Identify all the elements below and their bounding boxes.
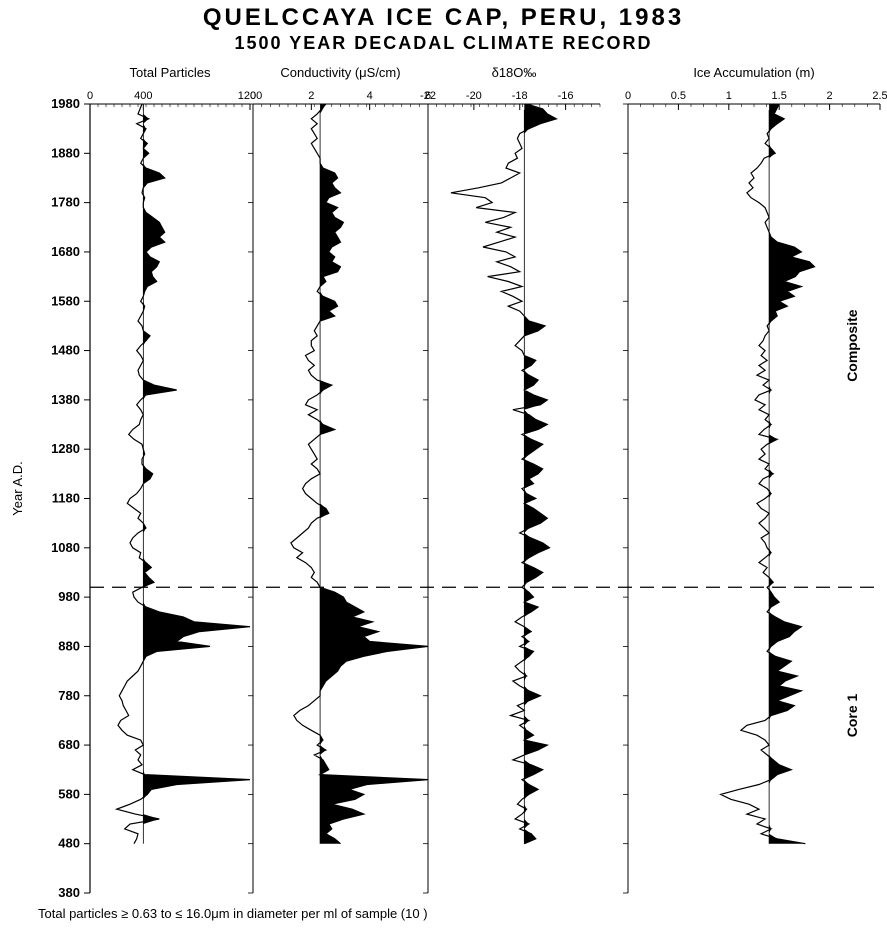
panel-1-positive-fill — [143, 104, 250, 844]
panel-4-positive-fill — [769, 104, 815, 844]
panel-4-tick-label-1: 1 — [726, 90, 732, 102]
panel-3-tick-label--16: -16 — [558, 90, 574, 102]
year-tick-label-1980: 1980 — [51, 96, 80, 111]
panel-2-tick-label-4: 4 — [367, 90, 373, 102]
panel-3-positive-fill — [524, 104, 557, 844]
panel-4-tick-label-0.5: 0.5 — [671, 90, 686, 102]
panel-3-tick-label--20: -20 — [466, 90, 482, 102]
footnote: Total particles ≥ 0.63 to ≤ 16.0μm in di… — [38, 906, 428, 921]
panel-4-tick-label-1.5: 1.5 — [772, 90, 787, 102]
section-label-core-1: Core 1 — [844, 693, 860, 737]
panel-1-tick-label-0: 0 — [87, 90, 93, 102]
year-tick-label-1880: 1880 — [51, 145, 80, 160]
year-tick-label-680: 680 — [58, 737, 80, 752]
panel-1-title: Total Particles — [130, 65, 211, 80]
panel-3-tick-label--22: -22 — [420, 90, 436, 102]
panel-3-tick-label--18: -18 — [512, 90, 528, 102]
section-label-composite: Composite — [844, 309, 860, 382]
year-tick-label-380: 380 — [58, 885, 80, 900]
panel-2-tick-label-6: 6 — [425, 90, 431, 102]
panel-4-tick-label-2: 2 — [827, 90, 833, 102]
year-tick-label-1380: 1380 — [51, 392, 80, 407]
panel-2-title: Conductivity (μS/cm) — [280, 65, 400, 80]
year-tick-label-1780: 1780 — [51, 195, 80, 210]
year-tick-label-980: 980 — [58, 589, 80, 604]
year-tick-label-880: 880 — [58, 638, 80, 653]
chart-subtitle: 1500 YEAR DECADAL CLIMATE RECORD — [234, 33, 653, 53]
panel-4-title: Ice Accumulation (m) — [693, 65, 814, 80]
panel-3-series-line — [450, 103, 558, 845]
year-tick-label-1580: 1580 — [51, 293, 80, 308]
year-axis-label: Year A.D. — [10, 461, 25, 515]
panel-4-series-line — [719, 103, 816, 845]
year-tick-label-580: 580 — [58, 786, 80, 801]
panel-2-series-line — [290, 103, 429, 845]
year-tick-label-1480: 1480 — [51, 343, 80, 358]
panel-4-tick-label-2.5: 2.5 — [872, 90, 887, 102]
panel-1-tick-label-1200: 1200 — [238, 90, 262, 102]
year-tick-label-780: 780 — [58, 688, 80, 703]
year-tick-label-1180: 1180 — [52, 491, 80, 506]
panel-2-positive-fill — [320, 104, 428, 844]
year-tick-label-1080: 1080 — [51, 540, 80, 555]
panel-2-tick-label-0: 0 — [250, 90, 256, 102]
year-tick-label-480: 480 — [58, 836, 80, 851]
panel-2-tick-label-2: 2 — [308, 90, 314, 102]
panel-1-tick-label-400: 400 — [134, 90, 152, 102]
chart-title: QUELCCAYA ICE CAP, PERU, 1983 — [202, 4, 685, 31]
panel-4-tick-label-0: 0 — [625, 90, 631, 102]
year-tick-label-1680: 1680 — [51, 244, 80, 259]
panel-3-title: δ18O‰ — [492, 65, 537, 80]
panel-1-series-line — [114, 103, 251, 844]
year-tick-label-1280: 1280 — [51, 441, 80, 456]
